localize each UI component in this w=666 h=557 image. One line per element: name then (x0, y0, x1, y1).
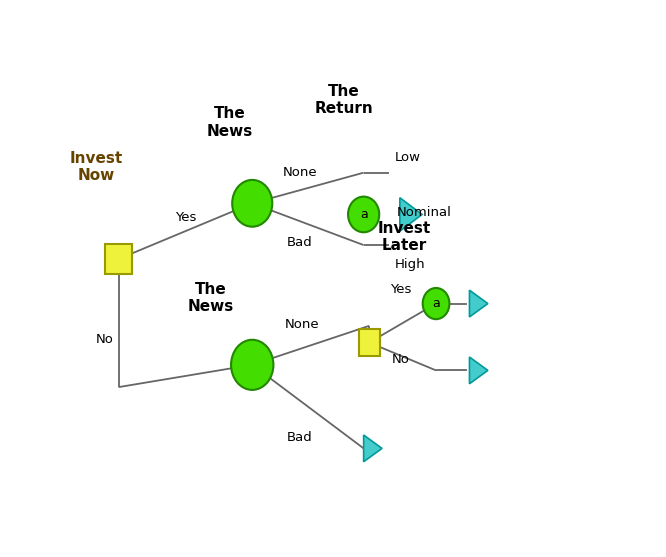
Ellipse shape (423, 288, 450, 319)
FancyBboxPatch shape (105, 243, 132, 274)
Ellipse shape (232, 180, 272, 227)
Text: The
News: The News (207, 106, 253, 139)
Ellipse shape (231, 340, 274, 390)
Text: None: None (285, 317, 320, 331)
FancyBboxPatch shape (358, 329, 380, 356)
Polygon shape (470, 290, 488, 317)
Text: The
Return: The Return (315, 84, 374, 116)
Polygon shape (364, 435, 382, 462)
Text: Low: Low (394, 150, 420, 164)
Text: Invest
Later: Invest Later (378, 221, 431, 253)
Ellipse shape (348, 197, 379, 232)
Text: Bad: Bad (286, 431, 312, 444)
Text: No: No (96, 333, 114, 346)
Text: No: No (392, 353, 410, 366)
Text: Yes: Yes (390, 283, 412, 296)
Text: a: a (360, 208, 368, 221)
Text: Invest
Now: Invest Now (70, 151, 123, 183)
Text: a: a (432, 297, 440, 310)
Text: None: None (282, 166, 317, 179)
Polygon shape (470, 357, 488, 384)
Polygon shape (400, 198, 422, 231)
Text: High: High (394, 258, 425, 271)
Text: Yes: Yes (174, 211, 196, 224)
Text: Bad: Bad (286, 236, 312, 249)
Text: The
News: The News (187, 282, 234, 314)
Text: Nominal: Nominal (397, 206, 452, 219)
